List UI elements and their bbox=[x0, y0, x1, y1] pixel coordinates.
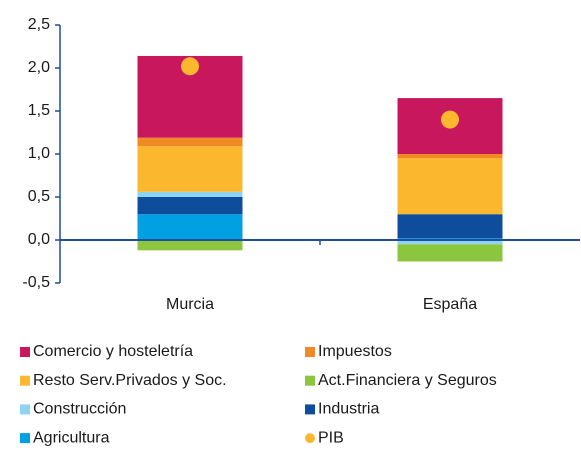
y-tick-label: 1,0 bbox=[28, 145, 50, 162]
legend-label: Resto Serv.Privados y Soc. bbox=[33, 372, 227, 389]
y-tick-label: 1,5 bbox=[28, 102, 50, 119]
bar-segment bbox=[397, 154, 503, 159]
bar-segment bbox=[137, 197, 243, 215]
legend-label: Impuestos bbox=[318, 343, 392, 360]
bar-segment bbox=[137, 240, 243, 251]
bar-segment bbox=[397, 214, 503, 239]
legend-marker bbox=[20, 433, 30, 444]
y-tick-label: 0,5 bbox=[28, 188, 50, 205]
legend-label: Construcción bbox=[33, 401, 126, 418]
legend-label: Industria bbox=[318, 401, 379, 418]
bar-segment bbox=[397, 240, 503, 245]
y-tick-label: 0,0 bbox=[28, 231, 50, 248]
pib-dot bbox=[441, 110, 459, 129]
legend-marker bbox=[305, 404, 315, 415]
legend-label: Comercio y hosteletría bbox=[33, 343, 193, 360]
pib-dot bbox=[181, 57, 199, 76]
bar-segment bbox=[137, 137, 243, 147]
legend-label: Act.Financiera y Seguros bbox=[318, 372, 497, 389]
bar-segment bbox=[137, 146, 243, 192]
y-tick-label: -0,5 bbox=[22, 274, 50, 291]
legend-label: Agricultura bbox=[33, 429, 110, 446]
legend-label: PIB bbox=[318, 429, 344, 446]
bar-segment bbox=[397, 244, 503, 262]
legend-marker bbox=[305, 375, 315, 386]
bar-segment bbox=[137, 191, 243, 197]
y-tick-label: 2,5 bbox=[28, 16, 50, 33]
y-tick-label: 2,0 bbox=[28, 59, 50, 76]
bar-segment bbox=[397, 158, 503, 215]
legend-marker bbox=[20, 375, 30, 386]
legend-marker bbox=[20, 347, 30, 357]
x-tick-label: Murcia bbox=[166, 296, 214, 313]
legend-marker bbox=[305, 347, 315, 357]
bar-segment bbox=[137, 214, 243, 240]
legend-marker bbox=[20, 404, 30, 415]
x-tick-label: España bbox=[423, 296, 477, 313]
legend-marker bbox=[305, 433, 315, 444]
